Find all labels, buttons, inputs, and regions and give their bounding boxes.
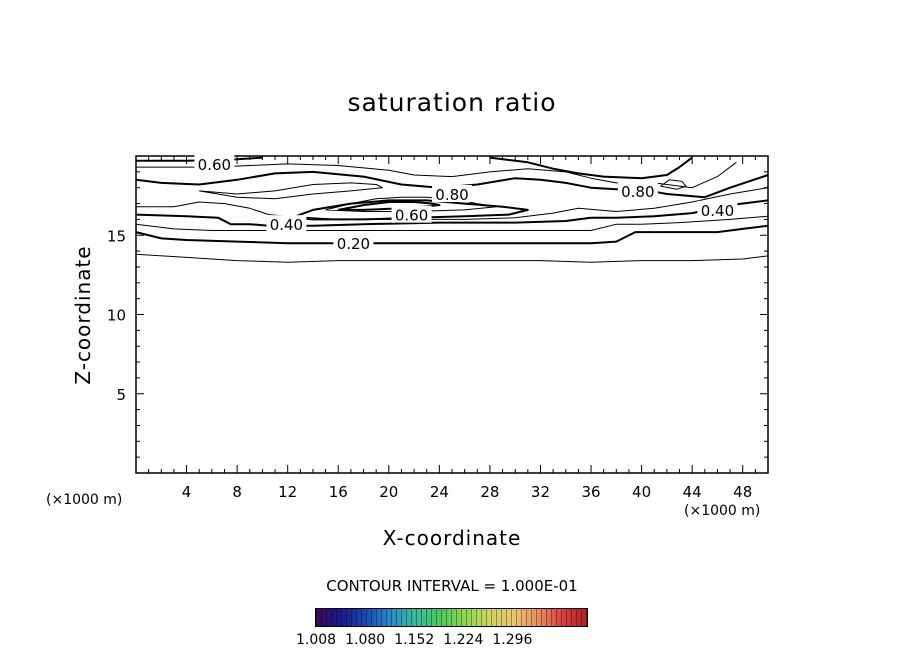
colorbar-tick-label: 1.296 xyxy=(492,632,533,648)
x-unit-label-left: (×1000 m) xyxy=(46,492,123,508)
contour-lines xyxy=(135,156,769,263)
contour-label: 0.60 xyxy=(395,207,428,225)
contour-label: 0.40 xyxy=(270,216,303,234)
contour-line xyxy=(291,199,529,221)
x-tick-label: 12 xyxy=(278,483,297,501)
contour-line xyxy=(135,253,769,263)
x-tick-label: 36 xyxy=(581,483,600,501)
chart-title: saturation ratio xyxy=(347,88,557,117)
colorbar-tick-labels: 1.008 1.080 1.152 1.224 1.296 xyxy=(296,632,616,648)
colorbar xyxy=(315,608,588,627)
y-tick-label: 10 xyxy=(107,307,126,325)
x-tick-label: 32 xyxy=(531,483,550,501)
x-tick-label: 48 xyxy=(733,483,752,501)
contour-label-bg xyxy=(617,181,658,199)
contour-label-bg xyxy=(391,205,432,223)
contour-label-bg xyxy=(266,215,307,233)
contour-label: 0.80 xyxy=(435,186,468,204)
x-tick-label: 40 xyxy=(632,483,651,501)
x-tick-label: 44 xyxy=(683,483,702,501)
contour-labels: 0.60 0.80 0.60 0.40 0.20 0.80 0.40 xyxy=(194,154,738,253)
contour-label-bg xyxy=(194,154,235,172)
x-tick-label: 28 xyxy=(480,483,499,501)
contour-line xyxy=(136,161,737,189)
colorbar-tick-label: 1.008 xyxy=(296,632,337,648)
contour-line xyxy=(338,201,441,211)
colorbar-tick-label: 1.152 xyxy=(394,632,435,648)
contour-line xyxy=(135,199,769,227)
x-tick-label: 20 xyxy=(379,483,398,501)
contour-line xyxy=(660,179,687,190)
x-tick-label: 16 xyxy=(329,483,348,501)
colorbar-tick-label: 1.080 xyxy=(345,632,386,648)
contour-interval-label: CONTOUR INTERVAL = 1.000E-01 xyxy=(326,577,578,595)
contour-label: 0.80 xyxy=(621,183,654,201)
y-tick-label: 5 xyxy=(116,386,126,404)
contour-line xyxy=(489,156,693,180)
y-axis-label: Z-coordinate xyxy=(71,245,95,385)
x-unit-label-right: (×1000 m) xyxy=(684,503,761,519)
contour-label: 0.40 xyxy=(701,202,734,220)
contour-line xyxy=(135,215,769,231)
contour-label-bg xyxy=(432,185,472,203)
contour-line xyxy=(135,224,769,245)
contour-label: 0.20 xyxy=(337,235,370,253)
contour-line xyxy=(135,170,769,199)
x-tick-label: 24 xyxy=(430,483,449,501)
contour-label-bg xyxy=(697,200,738,218)
contour-label: 0.60 xyxy=(198,156,231,174)
contour-line xyxy=(199,182,383,200)
colorbar-tick-label: 1.224 xyxy=(443,632,484,648)
x-axis-label: X-coordinate xyxy=(382,526,522,550)
contour-label-bg xyxy=(333,234,374,252)
x-tick-label: 4 xyxy=(182,483,192,501)
y-tick-label: 15 xyxy=(107,227,126,245)
x-tick-label: 8 xyxy=(232,483,242,501)
